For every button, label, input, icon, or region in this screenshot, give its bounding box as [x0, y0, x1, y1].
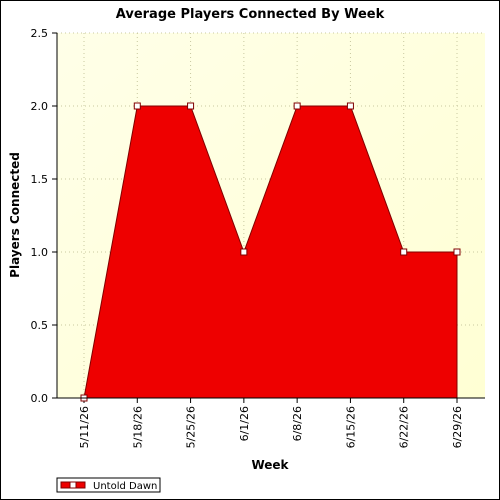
x-tick-label: 6/8/26 — [291, 406, 304, 441]
x-tick-label: 6/29/26 — [451, 406, 464, 448]
legend-marker — [69, 481, 77, 489]
y-tick-label: 1.0 — [31, 246, 49, 259]
x-axis-title: Week — [251, 458, 289, 472]
x-tick-label: 5/11/26 — [78, 406, 91, 448]
y-tick-label: 2.0 — [31, 100, 49, 113]
point-marker — [133, 102, 141, 110]
x-tick-label: 6/22/26 — [398, 406, 411, 448]
y-tick-label: 0.0 — [31, 392, 49, 405]
legend-label: Untold Dawn — [93, 481, 157, 492]
point-marker — [400, 248, 408, 256]
y-tick-label: 2.5 — [31, 27, 49, 40]
area — [83, 105, 458, 399]
x-tick-label: 6/15/26 — [344, 406, 357, 448]
point-marker — [293, 102, 301, 110]
x-tick-label: 5/18/26 — [131, 406, 144, 448]
x-tick-label: 5/25/26 — [185, 406, 198, 448]
x-tick-label: 6/1/26 — [238, 406, 251, 441]
y-tick-label: 0.5 — [31, 319, 49, 332]
point-marker — [240, 248, 248, 256]
plot: 0.0 0.5 1.0 1.5 2.0 2.5 5/11/26 5/18/26 5/25/26 6… — [31, 27, 485, 493]
point-marker — [346, 102, 354, 110]
chart-title: Average Players Connected By Week — [116, 7, 385, 22]
y-axis-title: Players Connected — [8, 152, 22, 278]
y-tick-label: 1.5 — [31, 173, 49, 186]
point-marker — [453, 248, 461, 256]
point-marker — [187, 102, 195, 110]
